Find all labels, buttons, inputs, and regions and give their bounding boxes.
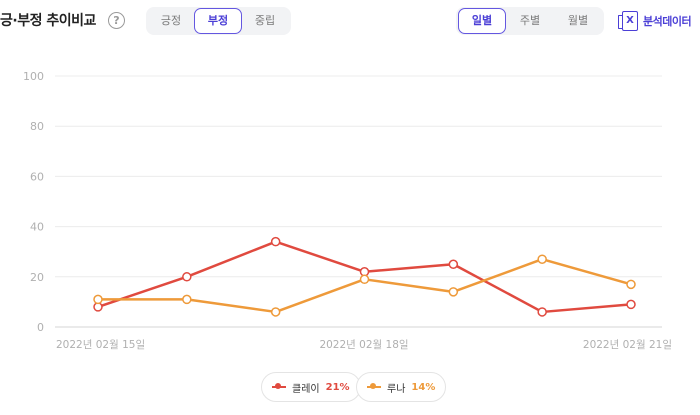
tab-neutral[interactable]: 중립 <box>254 14 276 27</box>
y-tick-label: 40 <box>30 221 44 234</box>
legend-swatch-clay <box>272 382 286 392</box>
export-data-label: 분석데이터 <box>643 15 692 28</box>
legend-percent-clay: 21% <box>325 381 350 393</box>
y-tick-label: 60 <box>30 170 44 183</box>
help-icon[interactable]: ? <box>108 12 125 29</box>
legend-percent-luna: 14% <box>411 381 436 393</box>
export-data-button[interactable]: X 분석데이터 <box>618 11 692 31</box>
legend-item-luna[interactable]: 루나 14% <box>356 372 447 402</box>
data-point-luna <box>448 287 459 297</box>
data-point-luna <box>537 254 547 264</box>
y-tick-label: 80 <box>30 120 44 133</box>
tab-negative[interactable]: 부정 <box>194 8 242 34</box>
tab-positive[interactable]: 긍정 <box>160 14 182 27</box>
data-point-luna <box>626 279 636 290</box>
data-point-clay <box>537 307 547 317</box>
legend-name-luna: 루나 <box>387 383 406 395</box>
y-tick-label: 100 <box>23 70 44 83</box>
data-point-clay <box>270 236 281 247</box>
legend-item-clay[interactable]: 클레이 21% <box>261 372 361 402</box>
x-tick-label: 2022년 02월 15일 <box>56 338 145 351</box>
excel-icon: X <box>618 11 638 31</box>
legend-name-clay: 클레이 <box>292 383 320 395</box>
data-point-luna <box>359 274 370 285</box>
period-tab-group: 일별 주별 월별 <box>456 7 604 35</box>
x-tick-label: 2022년 02월 21일 <box>583 338 672 351</box>
x-tick-label: 2022년 02월 18일 <box>319 338 408 351</box>
tab-weekly[interactable]: 주별 <box>519 14 541 27</box>
tab-daily[interactable]: 일별 <box>458 8 506 34</box>
data-point-luna <box>182 294 192 305</box>
data-point-luna <box>270 307 281 317</box>
data-point-luna <box>93 294 103 305</box>
sentiment-tab-group: 긍정 부정 중립 <box>146 7 291 35</box>
y-tick-label: 20 <box>30 271 44 284</box>
page-title: 긍·부정 추이비교 <box>0 13 96 29</box>
legend-swatch-luna <box>367 382 381 392</box>
data-point-clay <box>626 299 636 310</box>
tab-monthly[interactable]: 월별 <box>567 14 589 27</box>
y-tick-label: 0 <box>37 321 44 334</box>
data-point-clay <box>448 259 459 269</box>
data-point-clay <box>182 272 192 282</box>
